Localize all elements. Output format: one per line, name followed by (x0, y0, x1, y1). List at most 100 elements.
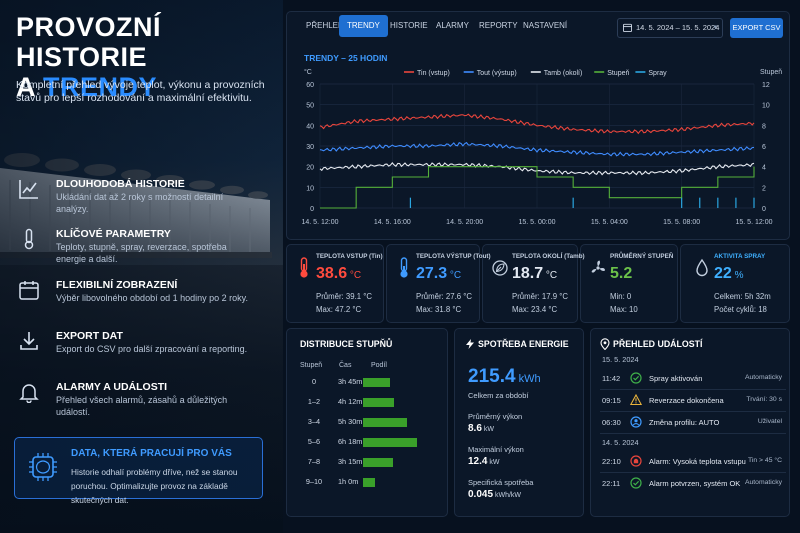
y-tick-label: 20 (306, 165, 314, 172)
x-tick-label: 14. 5. 12:00 (302, 219, 339, 226)
date-range-picker[interactable]: 14. 5. 2024 – 15. 5. 2024 ▾ (617, 18, 723, 38)
download-icon (20, 332, 38, 350)
page-title: PROVOZNÍ HISTORIE A TRENDY (16, 12, 162, 102)
energy-spec-label: Specifická spotřeba (468, 478, 534, 487)
share-bar (363, 438, 417, 447)
stage-label: 1–2 (307, 397, 321, 406)
tab-trendy[interactable]: TRENDY (339, 15, 388, 37)
event-text: Alarm potvrzen, systém OK (649, 479, 741, 488)
legend-label: Spray (648, 70, 667, 77)
calendar-icon (19, 281, 39, 300)
calendar-small-icon (623, 23, 632, 32)
legend-label: Tin (vstup) (417, 70, 450, 77)
date-range-value: 14. 5. 2024 – 15. 5. 2024 (636, 23, 720, 32)
event-source: Tin > 45 °C (747, 457, 782, 464)
kpi-card-spray (680, 244, 790, 323)
distribution-row: 3–4 5h 30m (300, 415, 440, 429)
tab-historie[interactable]: HISTORIE (390, 21, 428, 30)
feature-alarms: ALARMY A UDÁLOSTI Přehled všech alarmů, … (14, 375, 274, 423)
stage-time: 1h 0m (338, 477, 359, 486)
event-row[interactable]: 11:42 Spray aktivován Automaticky (600, 370, 786, 388)
tab-reporty[interactable]: REPORTY (479, 21, 518, 30)
event-date-header: 14. 5. 2024 (602, 438, 639, 447)
kpi-card-tamb (482, 244, 578, 323)
event-row[interactable]: 22:10 Alarm: Vysoká teplota vstupu Tin > 4… (600, 453, 786, 471)
event-text: Reverzace dokončena (649, 396, 724, 405)
x-tick-label: 14. 5. 20:00 (446, 219, 483, 226)
legend-label: Stupeň (607, 70, 629, 77)
y-tick-label: 60 (306, 82, 314, 89)
feature-flexible-view: FLEXIBILNÍ ZOBRAZENÍ Výběr libovolného o… (14, 273, 274, 321)
tab-nastaveni[interactable]: NASTAVENÍ (523, 21, 568, 30)
energy-avg-value: 8.6 kW (468, 423, 494, 434)
distribution-row: 5–6 6h 18m (300, 435, 440, 449)
kpi-value: 18.7 °C (512, 265, 558, 282)
stage-label: 5–6 (307, 437, 321, 446)
stage-time: 4h 12m (338, 397, 363, 406)
legend-label: Tout (výstup) (477, 70, 517, 77)
energy-spec-value: 0.045 kWh/kW (468, 489, 522, 500)
event-time: 22:11 (602, 479, 621, 488)
location-pin-icon (600, 338, 610, 350)
chip-icon (29, 453, 57, 481)
event-source: Automaticky (744, 374, 782, 381)
share-bar (363, 478, 375, 487)
y2-tick-label: 10 (762, 103, 770, 110)
stage-label: 9–10 (305, 477, 323, 486)
y-axis-label: °C (304, 68, 312, 76)
droplet-icon (696, 258, 708, 277)
check-circle-icon (630, 477, 642, 489)
user-icon (630, 416, 642, 428)
stage-label: 0 (311, 377, 317, 386)
x-tick-label: 14. 5. 16:00 (374, 219, 411, 226)
event-source: Trvání: 30 s (746, 396, 782, 403)
series-line-0 (319, 113, 755, 135)
intro-text: Kompletní přehled vývoje teplot, výkonu … (16, 79, 265, 104)
y2-tick-label: 8 (762, 123, 766, 130)
export-csv-button[interactable]: EXPORT CSV (730, 18, 783, 38)
y2-axis-label: Stupeň (760, 69, 782, 76)
kpi-value: 5.2 (610, 265, 633, 282)
data-callout: DATA, KTERÁ PRACUJÍ PRO VÁS Historie odh… (14, 437, 263, 505)
kpi-value: 22 % (714, 265, 744, 282)
trend-chart-icon (19, 180, 38, 199)
stage-time: 3h 15m (338, 457, 363, 466)
stage-time: 6h 18m (338, 437, 363, 446)
events-panel (590, 328, 790, 517)
y-tick-label: 10 (306, 185, 314, 192)
energy-total-label: Celkem za období (468, 391, 529, 400)
event-source: Uživatel (757, 418, 782, 425)
fan-icon (591, 260, 605, 273)
tab-prehled[interactable]: PŘEHLED (306, 21, 344, 30)
y2-tick-label: 6 (762, 144, 766, 151)
kpi-tamb: TEPLOTA OKOLÍ (Tamb) 18.7 °C Průměr: 17.… (482, 247, 585, 321)
y2-tick-label: 0 (762, 206, 766, 213)
col-time: Čas (339, 362, 352, 369)
event-row[interactable]: 09:15 Reverzace dokončena Trvání: 30 s (600, 392, 786, 410)
event-time: 06:30 (602, 418, 621, 427)
share-bar (363, 458, 393, 467)
event-date-header: 15. 5. 2024 (602, 355, 639, 364)
kpi-spray: AKTIVITA SPRAY 22 % Celkem: 5h 32m Počet… (684, 247, 790, 321)
y-tick-label: 40 (306, 123, 314, 130)
distribution-row: 1–2 4h 12m (300, 395, 440, 409)
thermometer-icon (24, 228, 34, 250)
event-source: Automaticky (744, 479, 782, 486)
x-tick-label: 15. 5. 04:00 (591, 219, 628, 226)
energy-panel (454, 328, 584, 517)
energy-max-value: 12.4 kW (468, 456, 500, 467)
hero-panel: PROVOZNÍ HISTORIE A TRENDY Kompletní pře… (0, 0, 283, 533)
feature-export: EXPORT DAT Export do CSV pro další zprac… (14, 324, 274, 372)
energy-avg-label: Průměrný výkon (468, 412, 523, 421)
share-bar (363, 378, 390, 387)
share-bar (363, 418, 408, 427)
title-accent: TRENDY (43, 72, 158, 102)
tab-alarmy[interactable]: ALARMY (436, 21, 469, 30)
feature-parameters: KLÍČOVÉ PARAMETRY Teploty, stupně, spray… (14, 222, 274, 270)
event-row[interactable]: 22:11 Alarm potvrzen, systém OK Automatick… (600, 475, 786, 493)
stage-label: 3–4 (307, 417, 321, 426)
event-row[interactable]: 06:30 Změna profilu: AUTO Uživatel (600, 414, 786, 432)
kpi-value: 27.3 °C (416, 265, 462, 282)
kpi-tout: TEPLOTA VÝSTUP (Tout) 27.3 °C Průměr: 27… (386, 247, 491, 321)
stage-time: 5h 30m (338, 417, 363, 426)
